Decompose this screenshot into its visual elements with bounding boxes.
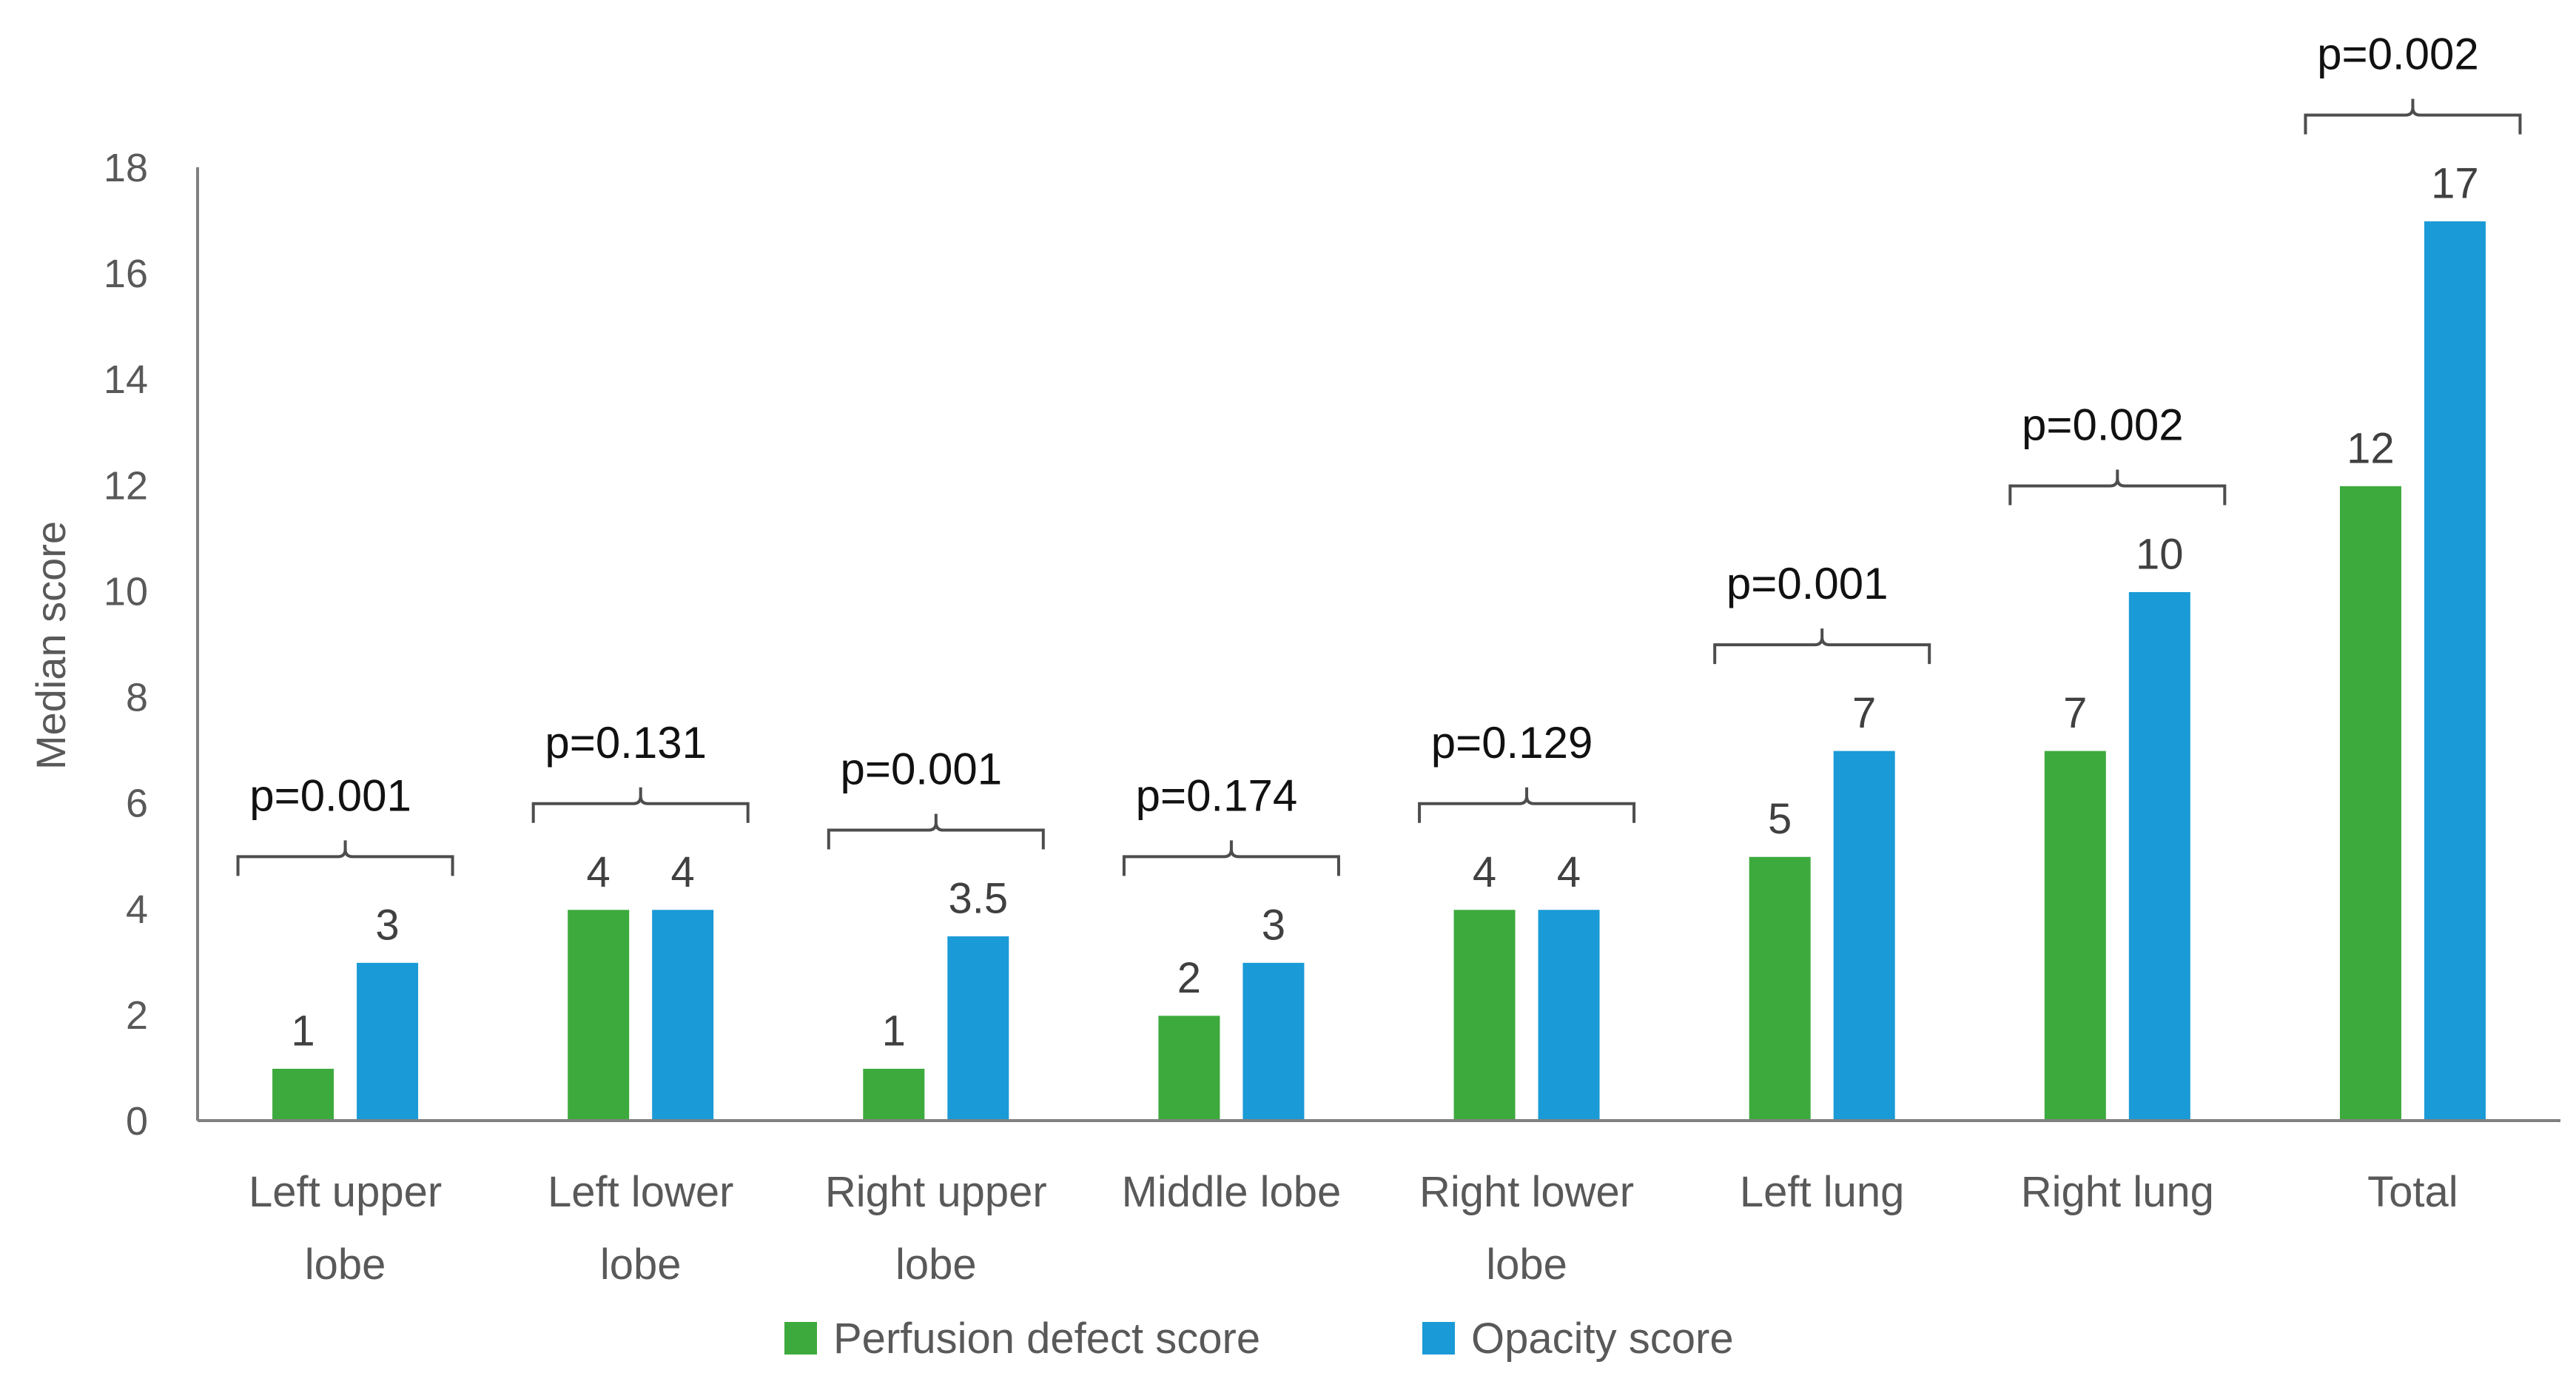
- bar-opacity: [354, 960, 421, 1122]
- y-tick-label: 14: [104, 358, 148, 402]
- y-axis-title-group: Median score: [27, 521, 74, 770]
- bar-opacity: [1240, 960, 1307, 1122]
- p-value-label: p=0.001: [249, 771, 411, 820]
- p-value-label: p=0.002: [2022, 400, 2184, 449]
- p-value-label: p=0.001: [1726, 559, 1889, 608]
- bars: [270, 219, 2488, 1122]
- data-label: 12: [2347, 424, 2395, 472]
- data-label: 4: [1473, 848, 1496, 896]
- bar-opacity: [2421, 219, 2488, 1122]
- significance-bracket: [1122, 840, 1340, 876]
- bar-perfusion: [1451, 907, 1518, 1122]
- data-label: 7: [2063, 689, 2087, 737]
- y-axis-ticks: 0 2 4 6 8 10 12 14 16 18: [104, 146, 148, 1144]
- x-category-label: Right lower: [1419, 1168, 1634, 1216]
- significance-bracket: [236, 840, 454, 876]
- data-label: 3: [375, 901, 399, 949]
- bar-opacity: [650, 907, 716, 1122]
- x-category-label: lobe: [600, 1241, 682, 1289]
- y-tick-label: 8: [126, 676, 148, 720]
- significance-bracket: [1713, 628, 1931, 665]
- y-tick-label: 16: [104, 252, 148, 296]
- bar-perfusion: [861, 1066, 927, 1122]
- y-tick-label: 18: [104, 146, 148, 190]
- axes: [196, 167, 2560, 1122]
- data-label: 1: [291, 1007, 315, 1055]
- legend: Perfusion defect score Opacity score: [784, 1315, 1734, 1363]
- data-label: 3: [1262, 901, 1285, 949]
- data-label: 3.5: [948, 875, 1008, 923]
- significance-bracket: [2008, 469, 2227, 506]
- significance-bracket: [1418, 787, 1636, 823]
- p-value-label: p=0.001: [841, 745, 1003, 794]
- x-category-label: Right lung: [2021, 1168, 2214, 1216]
- significance-bracket: [827, 813, 1045, 850]
- x-category-label: Left lower: [548, 1168, 733, 1216]
- p-value-label: p=0.174: [1136, 771, 1298, 820]
- bar-perfusion: [2042, 748, 2108, 1122]
- x-axis-category-labels: Left upper lobe Left lower lobe Right upper l…: [249, 1168, 2458, 1289]
- p-value-label: p=0.129: [1431, 718, 1593, 768]
- bar-perfusion: [1746, 854, 1813, 1122]
- bar-opacity: [2126, 589, 2193, 1122]
- y-tick-label: 10: [104, 569, 148, 614]
- data-label: 7: [1852, 689, 1876, 737]
- significance-bracket: [2304, 98, 2522, 135]
- x-category-label: Left upper: [249, 1168, 442, 1216]
- bar-opacity: [1536, 907, 1602, 1122]
- x-category-label: Left lung: [1740, 1168, 1905, 1216]
- data-label: 1: [882, 1007, 906, 1055]
- x-category-label: lobe: [895, 1241, 977, 1289]
- bar-perfusion: [1156, 1013, 1223, 1122]
- y-tick-label: 6: [126, 782, 148, 826]
- y-tick-label: 12: [104, 463, 148, 508]
- data-label: 5: [1768, 795, 1792, 843]
- significance-brackets: p=0.001 p=0.131 p=0.001 p=0.174 p=0.129 p=0.0…: [236, 30, 2522, 876]
- legend-label: Perfusion defect score: [833, 1315, 1260, 1363]
- x-category-label: Total: [2367, 1168, 2458, 1216]
- x-category-label: Middle lobe: [1122, 1168, 1342, 1216]
- bar-perfusion: [270, 1066, 337, 1122]
- data-label: 10: [2136, 530, 2184, 578]
- legend-swatch-perfusion: [784, 1322, 817, 1355]
- data-label: 2: [1177, 954, 1201, 1002]
- x-category-label: Right upper: [825, 1168, 1047, 1216]
- data-labels: 1 3 4 4 1 3.5 2 3 4 4 5 7 7 10 12 17: [291, 160, 2478, 1055]
- p-value-label: p=0.131: [545, 718, 707, 768]
- x-category-label: lobe: [1486, 1241, 1567, 1289]
- data-label: 17: [2431, 160, 2479, 208]
- x-category-label: lobe: [305, 1241, 386, 1289]
- bar-opacity: [1831, 748, 1897, 1122]
- y-axis-title: Median score: [27, 521, 74, 770]
- data-label: 4: [587, 848, 611, 896]
- data-label: 4: [1557, 848, 1581, 896]
- y-tick-label: 2: [126, 993, 148, 1038]
- bar-opacity: [945, 934, 1012, 1122]
- data-label: 4: [671, 848, 695, 896]
- p-value-label: p=0.002: [2317, 30, 2479, 79]
- legend-label: Opacity score: [1471, 1315, 1734, 1363]
- significance-bracket: [531, 787, 750, 823]
- bar-perfusion: [565, 907, 632, 1122]
- bar-perfusion: [2337, 483, 2404, 1122]
- y-tick-label: 0: [126, 1099, 148, 1144]
- y-tick-label: 4: [126, 887, 148, 932]
- legend-swatch-opacity: [1422, 1322, 1455, 1355]
